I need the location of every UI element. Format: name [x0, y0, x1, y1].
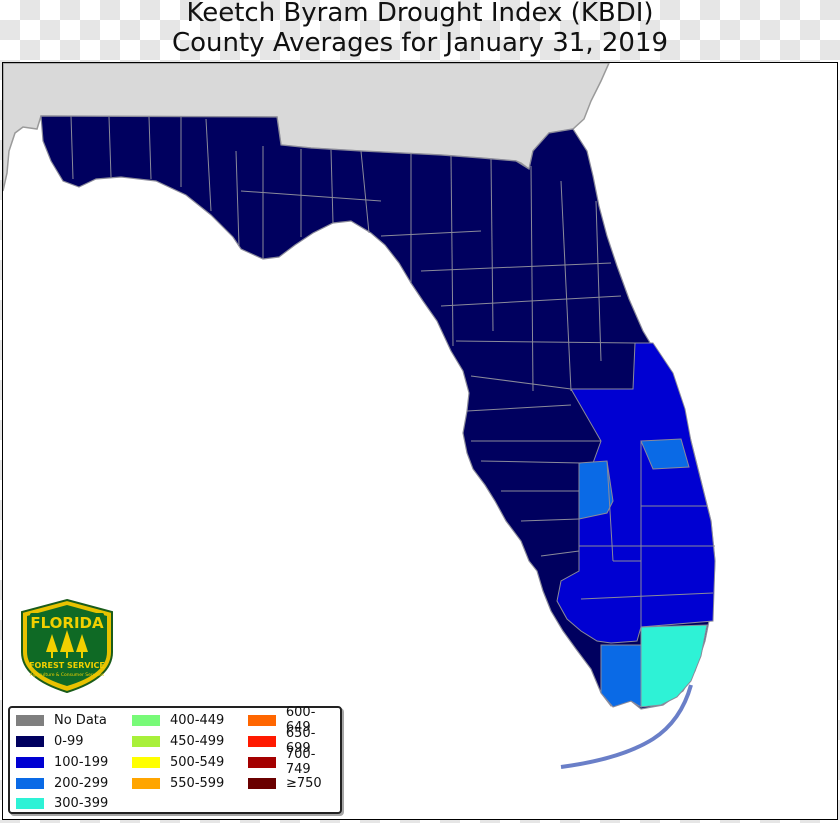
legend-swatch: [16, 735, 44, 747]
kbdi-200-299-county: [600, 644, 642, 708]
legend-item: 600-649: [248, 705, 340, 735]
legend-item: 550-599: [132, 773, 224, 793]
legend-swatch: [132, 714, 160, 726]
map-title: Keetch Byram Drought Index (KBDI): [186, 0, 654, 28]
kbdi-300-399-county: [640, 624, 708, 708]
legend-item: 650-699: [248, 726, 340, 756]
legend-item: 100-199: [16, 752, 108, 772]
legend-swatch: [132, 756, 160, 768]
legend-item: 500-549: [132, 752, 224, 772]
legend-item: 300-399: [16, 793, 108, 813]
legend-swatch: [16, 714, 44, 726]
legend-item: 200-299: [16, 773, 108, 793]
legend-swatch: [132, 777, 160, 789]
legend-item: ≥750: [248, 773, 322, 793]
logo-sub-text: Agriculture & Consumer Services: [30, 672, 105, 678]
legend-swatch: [248, 735, 276, 747]
logo-bottom-text: FOREST SERVICE: [29, 661, 105, 670]
legend-swatch: [248, 777, 276, 789]
legend: No Data 0-99 100-199 200-299 300-399 400…: [8, 705, 342, 814]
florida-base: [40, 115, 716, 710]
legend-swatch: [16, 797, 44, 809]
kbdi-200-299-county: [640, 438, 690, 470]
legend-swatch: [16, 756, 44, 768]
county-lines: [70, 115, 715, 627]
legend-item: 400-449: [132, 710, 224, 730]
legend-swatch: [248, 756, 276, 768]
legend-item: 0-99: [16, 731, 84, 751]
kbdi-100-199-region: [556, 342, 716, 644]
map-frame: [2, 62, 838, 820]
legend-item: 700-749: [248, 747, 340, 777]
legend-item: 450-499: [132, 731, 224, 751]
logo-top-text: FLORIDA: [30, 614, 104, 632]
legend-swatch: [132, 735, 160, 747]
map-subtitle: County Averages for January 31, 2019: [171, 28, 669, 58]
florida-keys: [560, 684, 693, 769]
legend-swatch: [248, 714, 276, 726]
florida-map: [3, 63, 716, 769]
florida-forest-service-logo: FLORIDA FOREST SERVICE Agriculture & Con…: [21, 598, 113, 694]
legend-swatch: [16, 777, 44, 789]
legend-item: No Data: [16, 710, 107, 730]
